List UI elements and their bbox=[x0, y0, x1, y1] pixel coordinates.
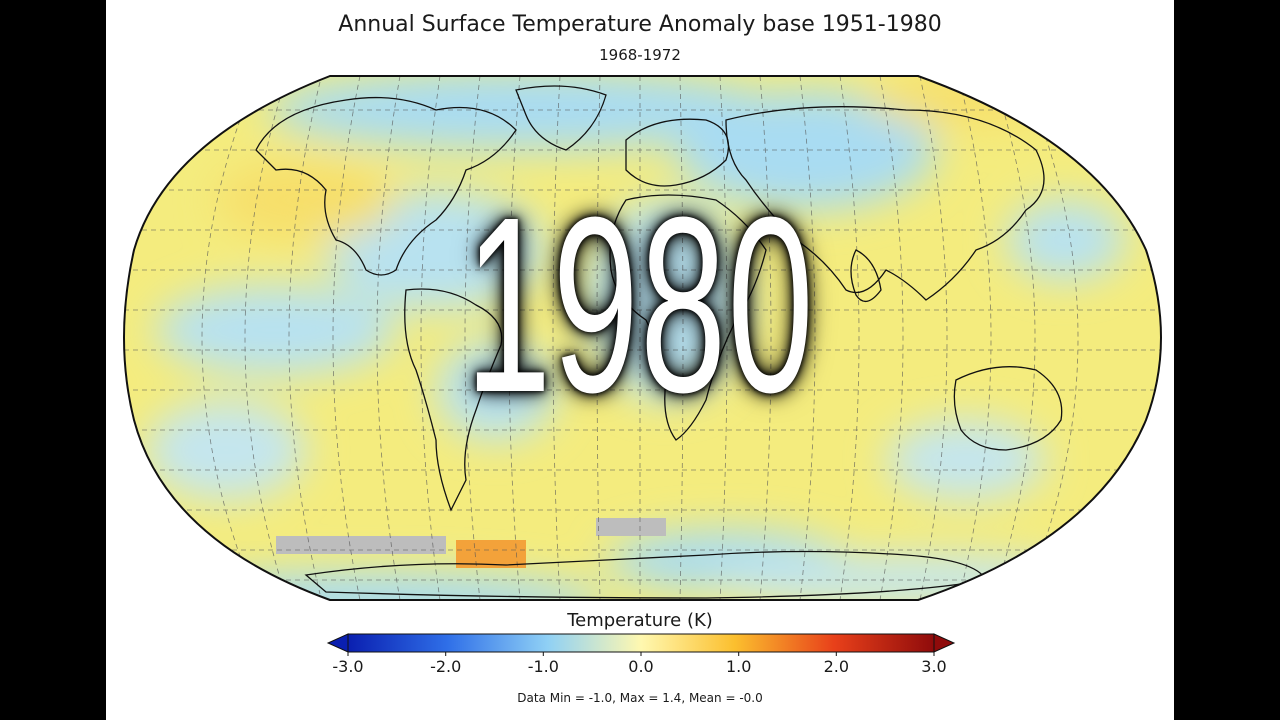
no-data-patch bbox=[596, 518, 666, 536]
colorbar-gradient bbox=[347, 633, 935, 653]
india-outline bbox=[850, 249, 882, 302]
north-america-outline bbox=[255, 96, 517, 276]
antarctica-outline bbox=[304, 550, 987, 599]
map-subtitle: 1968-1972 bbox=[599, 46, 681, 64]
colorbar-tick: 2.0 bbox=[823, 657, 850, 676]
no-data-patch bbox=[276, 536, 446, 554]
colorbar-min-extend bbox=[326, 633, 349, 653]
colorbar-tick: 3.0 bbox=[921, 657, 947, 676]
colorbar bbox=[326, 633, 956, 656]
data-stats: Data Min = -1.0, Max = 1.4, Mean = -0.0 bbox=[517, 691, 763, 705]
map-title: Annual Surface Temperature Anomaly base … bbox=[338, 12, 942, 37]
asia-outline bbox=[725, 106, 1045, 301]
figure-frame: Annual Surface Temperature Anomaly base … bbox=[106, 0, 1174, 720]
colorbar-tick: -2.0 bbox=[430, 657, 462, 676]
globe-border bbox=[123, 75, 1162, 601]
colorbar-tick: 1.0 bbox=[725, 657, 752, 676]
africa-outline bbox=[609, 194, 767, 441]
temperature-anomaly-map bbox=[123, 75, 1162, 656]
year-overlay: 1980 bbox=[465, 165, 815, 444]
colorbar-tick: 0.0 bbox=[628, 657, 654, 676]
europe-outline bbox=[625, 118, 730, 187]
south-america-outline bbox=[404, 288, 503, 512]
colorbar-tick: -1.0 bbox=[527, 657, 559, 676]
greenland-outline bbox=[515, 85, 607, 151]
colorbar-tick: -3.0 bbox=[332, 657, 364, 676]
colorbar-max-extend bbox=[933, 633, 956, 653]
coastlines bbox=[255, 85, 1063, 599]
australia-outline bbox=[953, 366, 1063, 451]
colorbar-title: Temperature (K) bbox=[567, 610, 713, 631]
